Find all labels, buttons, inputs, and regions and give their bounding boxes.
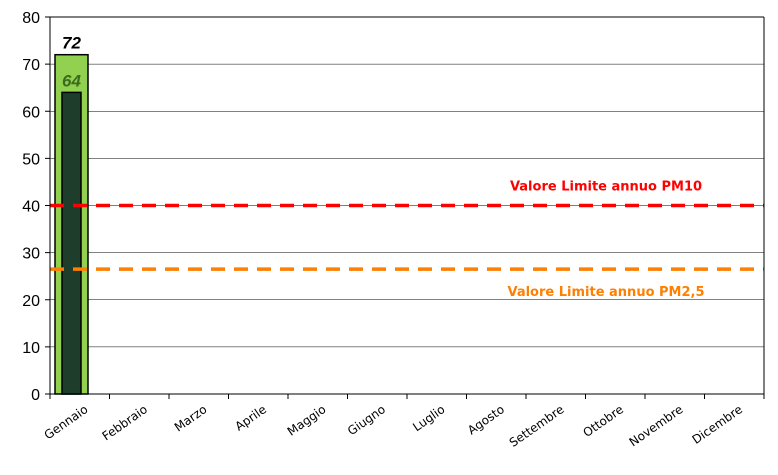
y-tick-label: 60 xyxy=(22,104,40,121)
x-tick-label: Febbraio xyxy=(100,402,150,443)
reference-lines xyxy=(50,203,764,271)
bar-inner-gennaio xyxy=(61,91,82,395)
reference-label: Valore Limite annuo PM10 xyxy=(510,180,702,195)
x-tick-label: Settembre xyxy=(507,402,567,450)
y-tick-label: 80 xyxy=(22,10,40,27)
x-tick-label: Giugno xyxy=(345,402,388,438)
y-tick-label: 30 xyxy=(22,246,40,263)
data-label: 72 xyxy=(62,34,81,53)
bars xyxy=(54,53,89,395)
x-tick-label: Ottobre xyxy=(580,402,626,440)
y-tick-label: 70 xyxy=(22,57,40,74)
reference-labels: Valore Limite annuo PM10 Valore Limite an… xyxy=(507,180,704,301)
reference-label: Valore Limite annuo PM2,5 xyxy=(507,285,704,300)
x-tick-label: Aprile xyxy=(232,402,269,433)
y-tick-label: 50 xyxy=(22,151,40,168)
x-tick-label: Novembre xyxy=(627,402,686,449)
y-tick-label: 40 xyxy=(22,199,40,216)
x-tick-label: Luglio xyxy=(410,402,447,434)
data-label: 64 xyxy=(62,71,81,90)
x-tick-label: Marzo xyxy=(172,402,210,434)
y-tick-label: 20 xyxy=(22,293,40,310)
y-tick-label: 10 xyxy=(22,340,40,357)
x-tick-labels: Gennaio Febbraio Marzo Aprile Maggio Giugno Lu… xyxy=(42,402,745,450)
data-labels: 72 64 xyxy=(62,34,81,91)
axes xyxy=(45,16,765,399)
x-tick-label: Dicembre xyxy=(690,402,745,447)
x-tick-label: Agosto xyxy=(465,402,507,437)
x-tick-label: Gennaio xyxy=(42,402,91,442)
y-tick-label: 0 xyxy=(31,387,40,404)
x-tick-label: Maggio xyxy=(285,402,329,438)
y-tick-labels: 0 10 20 30 40 50 60 70 80 xyxy=(22,10,40,404)
